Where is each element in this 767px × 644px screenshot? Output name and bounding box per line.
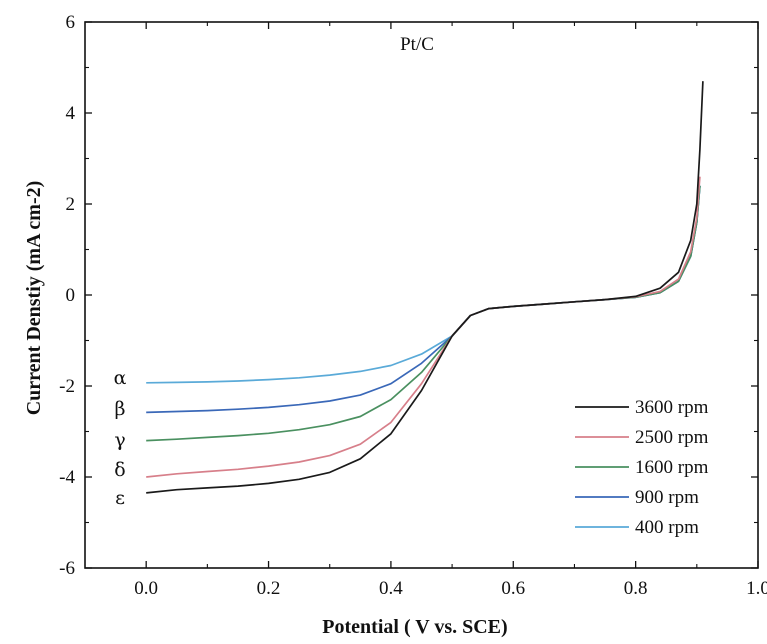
legend-entry: 400 rpm xyxy=(635,517,699,538)
series-layer xyxy=(146,81,704,494)
x-axis-title: Potential ( V vs. SCE) xyxy=(322,616,507,638)
series-line-3600-rpm xyxy=(146,81,704,494)
x-tick-label: 0.8 xyxy=(624,578,648,599)
y-tick-label: 6 xyxy=(66,12,76,33)
curve-label: δ xyxy=(114,459,125,481)
y-tick-label: -2 xyxy=(59,376,75,397)
y-tick-label: 4 xyxy=(66,103,76,124)
curve-label: α xyxy=(114,367,127,389)
series-line-2500-rpm xyxy=(146,176,701,478)
x-tick-label: 0.2 xyxy=(257,578,281,599)
legend-entry: 1600 rpm xyxy=(635,457,709,478)
legend-entry: 900 rpm xyxy=(635,487,699,508)
y-tick-label: -4 xyxy=(59,467,75,488)
legend-entry: 2500 rpm xyxy=(635,427,709,448)
curve-label: γ xyxy=(114,429,125,451)
legend: 3600 rpm 2500 rpm 1600 rpm 900 rpm 400 rpm xyxy=(575,397,709,538)
chart-title: Pt/C xyxy=(400,34,434,55)
curve-label: β xyxy=(115,398,126,420)
curve-label: ε xyxy=(115,487,125,509)
series-line-1600-rpm xyxy=(146,185,701,442)
y-tick-label: 2 xyxy=(66,194,76,215)
x-tick-label: 0.6 xyxy=(501,578,525,599)
y-tick-label: 0 xyxy=(66,285,76,306)
x-tick-label: 0.4 xyxy=(379,578,403,599)
legend-entry: 3600 rpm xyxy=(635,397,709,418)
axis-ticks: 0.0 0.2 0.4 0.6 0.8 1.0 -6 -4 -2 0 2 4 6 xyxy=(59,12,767,599)
x-tick-label: 1.0 xyxy=(746,578,767,599)
y-tick-label: -6 xyxy=(59,558,75,579)
x-tick-label: 0.0 xyxy=(134,578,158,599)
y-axis-title: Current Denstiy (mA cm-2) xyxy=(23,181,45,416)
series-line-400-rpm xyxy=(146,185,701,384)
